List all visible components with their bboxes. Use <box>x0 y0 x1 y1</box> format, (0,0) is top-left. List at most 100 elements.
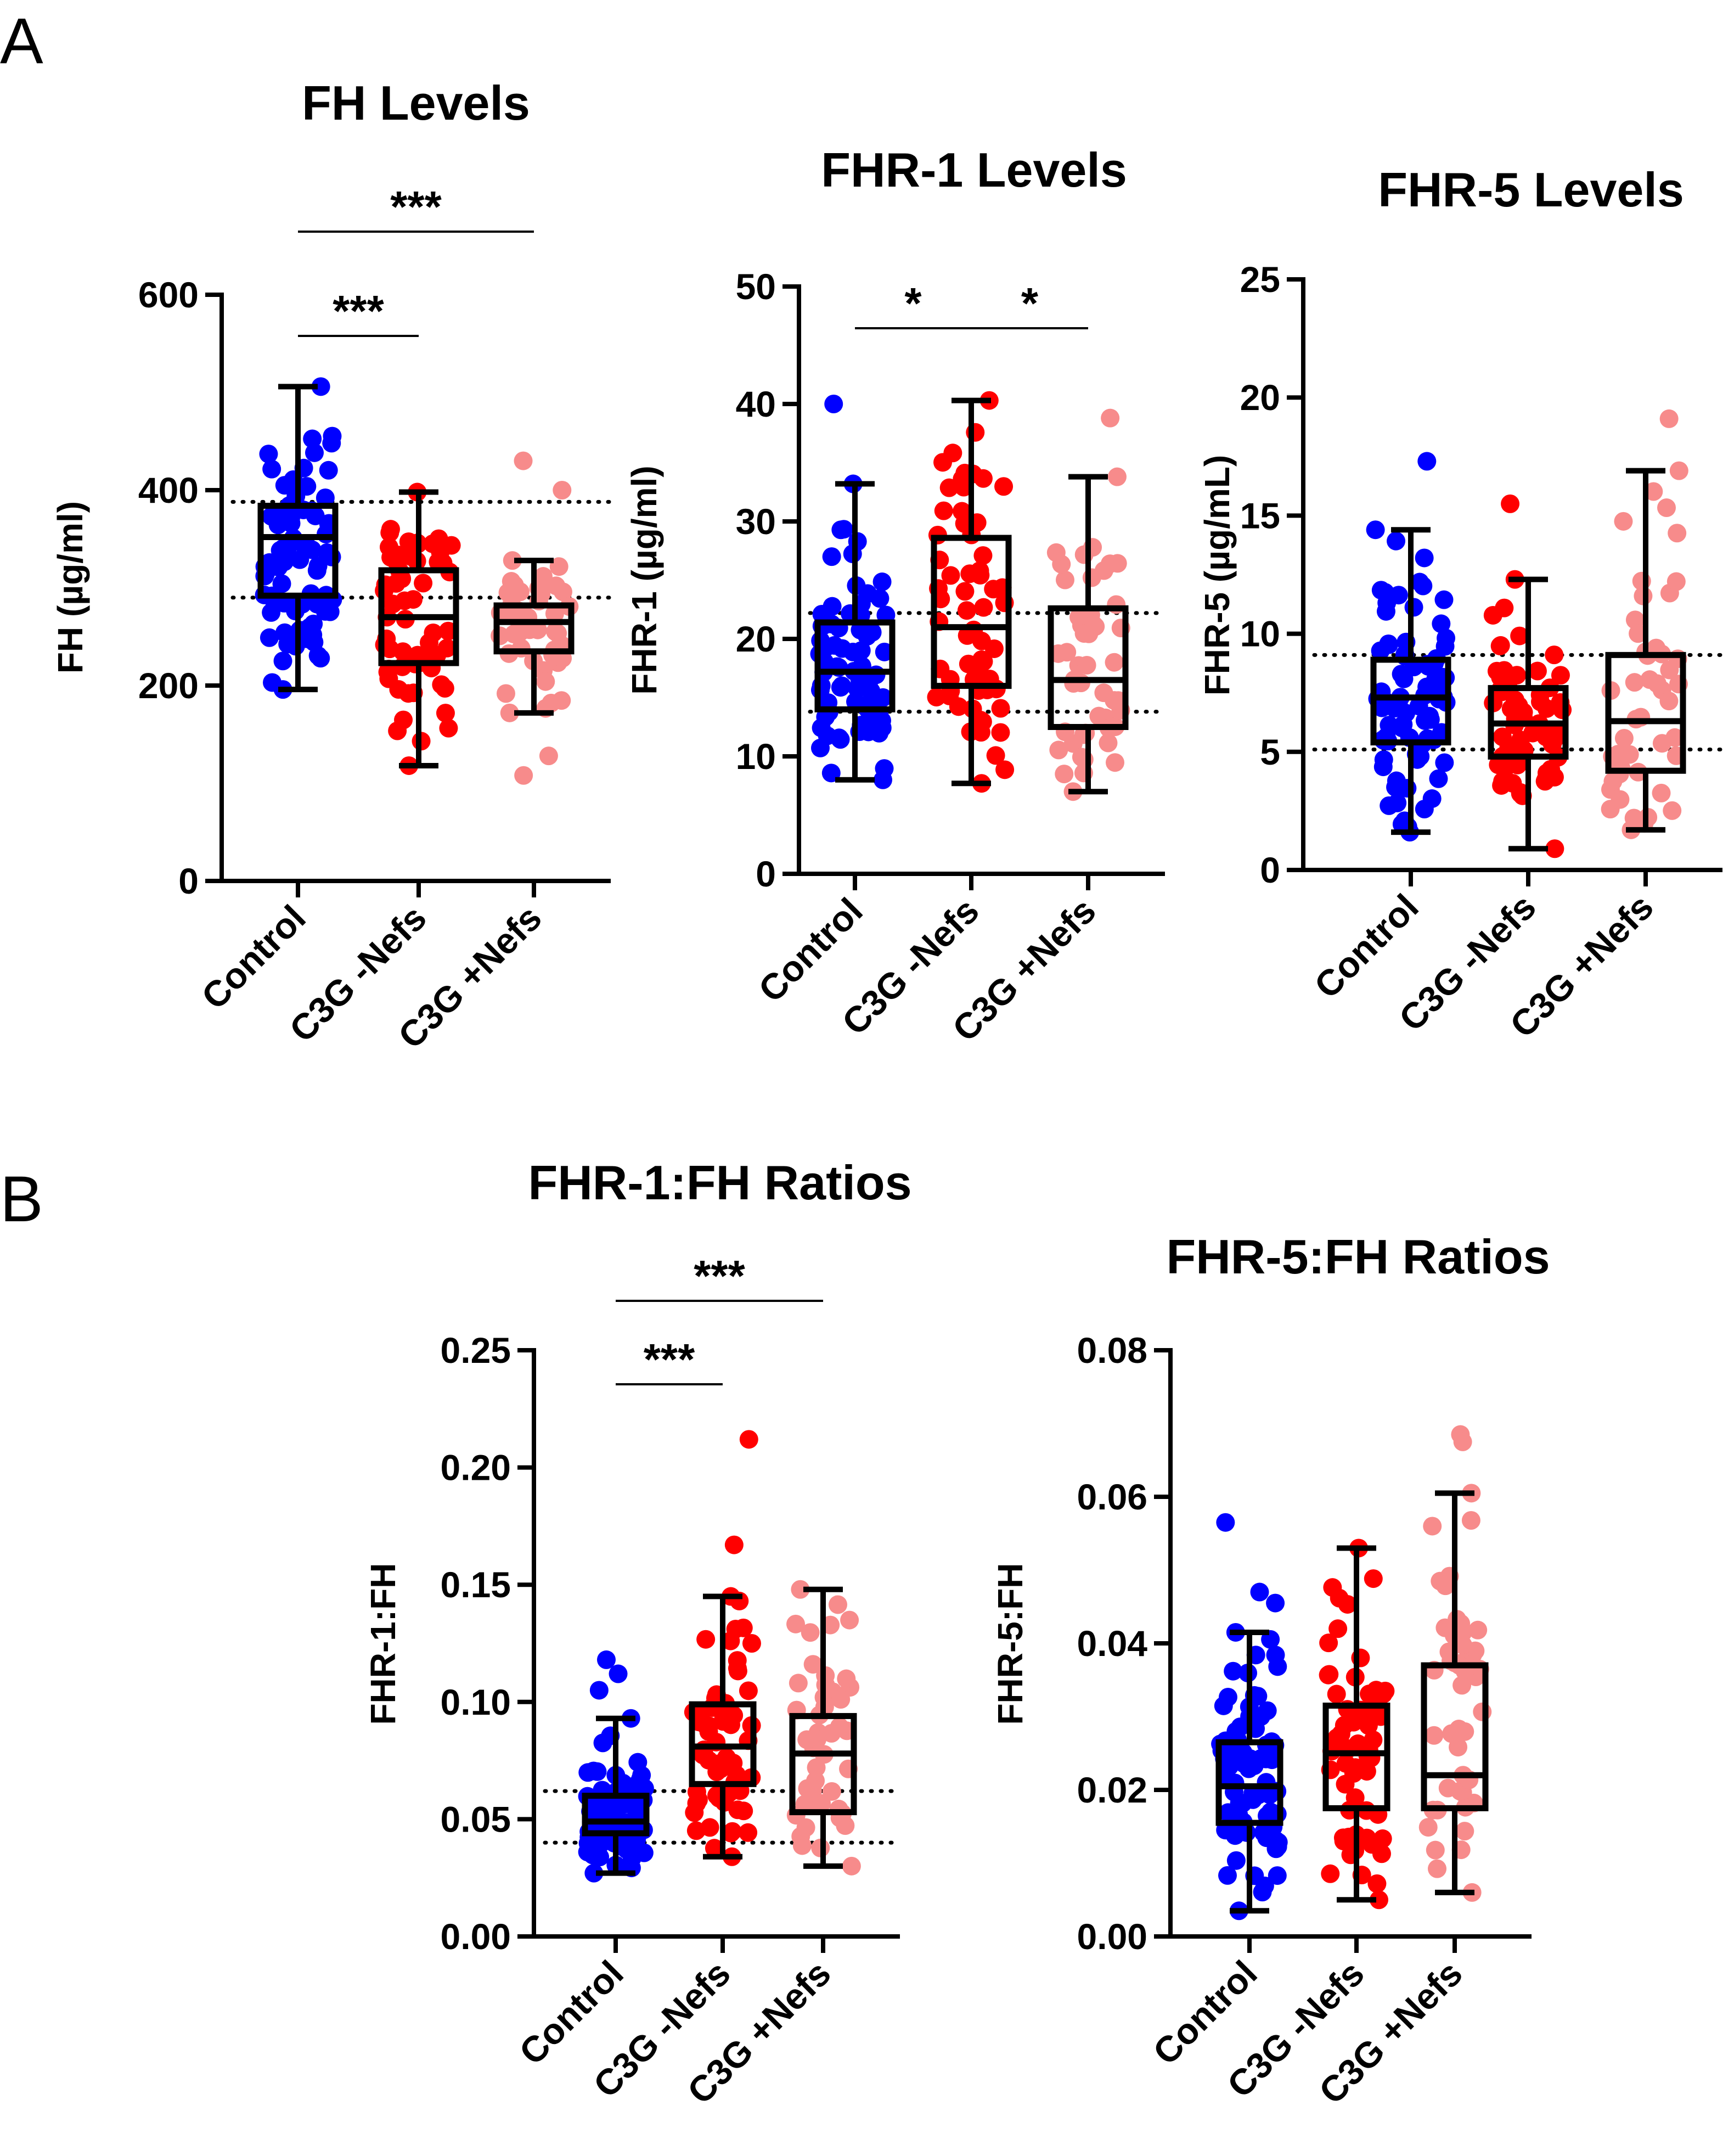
data-point <box>1437 628 1456 648</box>
data-point <box>798 1779 817 1798</box>
data-point <box>801 1623 820 1642</box>
data-point <box>588 1762 607 1781</box>
data-point <box>306 506 325 525</box>
data-point <box>514 766 533 785</box>
data-point <box>1422 789 1442 808</box>
data-point <box>705 1839 724 1858</box>
y-tick-label: 400 <box>138 470 199 510</box>
data-point <box>381 520 400 539</box>
significance-label: *** <box>390 182 442 231</box>
data-point <box>274 538 293 558</box>
data-point <box>1453 1432 1472 1451</box>
data-point <box>1415 548 1434 568</box>
data-point <box>830 1717 849 1736</box>
data-point <box>275 623 294 642</box>
data-point <box>1553 700 1572 720</box>
data-point <box>1397 704 1416 723</box>
chart-title: FH Levels <box>302 76 530 130</box>
data-point <box>943 443 962 463</box>
data-point <box>848 679 867 698</box>
data-point <box>843 642 863 661</box>
y-tick-label: 0 <box>178 861 199 901</box>
data-point <box>311 377 330 396</box>
data-point <box>1493 772 1512 791</box>
data-point <box>1601 800 1620 819</box>
data-point <box>1614 512 1633 531</box>
data-point <box>693 1745 712 1765</box>
data-point <box>1346 1758 1365 1777</box>
data-point <box>791 1827 810 1846</box>
data-point <box>1108 554 1127 573</box>
data-point <box>1319 1665 1338 1685</box>
data-point <box>791 1580 810 1599</box>
data-point <box>308 646 328 665</box>
data-point <box>1644 482 1663 501</box>
data-point <box>1428 1859 1447 1878</box>
data-point <box>739 1430 758 1449</box>
chart-title: FHR-1:FH Ratios <box>528 1155 911 1210</box>
data-point <box>1663 801 1682 820</box>
data-point <box>734 1801 753 1821</box>
data-point <box>1659 692 1679 711</box>
data-point <box>739 1823 758 1842</box>
box <box>1215 1739 1283 1826</box>
data-point <box>436 704 455 723</box>
data-point <box>1659 409 1679 428</box>
data-point <box>973 469 993 488</box>
box <box>257 502 339 599</box>
data-point <box>987 680 1006 699</box>
data-point <box>1389 586 1408 605</box>
data-point <box>634 1843 654 1862</box>
data-point <box>1327 1685 1346 1704</box>
data-point <box>491 626 510 645</box>
data-point <box>1418 1818 1438 1837</box>
data-point <box>1046 543 1066 562</box>
data-point <box>842 1856 861 1876</box>
data-point <box>1363 1835 1382 1854</box>
data-point <box>941 566 960 585</box>
data-point <box>1435 753 1454 772</box>
data-point <box>1528 661 1547 681</box>
data-point <box>1366 520 1385 540</box>
box <box>789 1713 857 1816</box>
data-point <box>1323 1578 1342 1597</box>
data-point <box>1225 1773 1245 1793</box>
data-point <box>1214 1696 1233 1715</box>
data-point <box>1336 1775 1355 1794</box>
data-point <box>275 476 294 495</box>
y-tick-label: 20 <box>1240 377 1280 418</box>
data-point <box>1490 636 1510 655</box>
data-point <box>547 576 566 596</box>
data-point <box>1328 1619 1348 1638</box>
data-point <box>973 546 993 565</box>
data-point <box>927 688 946 707</box>
data-point <box>1629 624 1648 643</box>
data-point <box>1442 1724 1461 1743</box>
data-point <box>1620 745 1639 764</box>
data-point <box>957 601 976 620</box>
data-point <box>528 620 547 639</box>
data-point <box>1461 1511 1480 1530</box>
chart-title: FHR-5 Levels <box>1378 162 1684 217</box>
data-point <box>824 395 843 413</box>
data-point <box>721 1823 740 1843</box>
data-point <box>1218 1803 1237 1822</box>
data-point <box>378 662 397 682</box>
data-point <box>862 690 881 709</box>
y-tick-label: 10 <box>736 736 776 777</box>
data-point <box>395 591 414 610</box>
data-point <box>1364 1569 1383 1588</box>
y-axis-label: FHR-1:FH <box>363 1563 403 1725</box>
data-point <box>1531 692 1550 711</box>
data-point <box>388 721 407 740</box>
data-point <box>808 1730 827 1749</box>
data-point <box>1625 673 1644 692</box>
y-tick-label: 0.02 <box>1077 1770 1147 1810</box>
data-point <box>991 723 1010 742</box>
data-point <box>974 598 993 617</box>
data-point <box>1099 733 1118 753</box>
data-point <box>1668 524 1687 543</box>
data-point <box>589 1681 609 1700</box>
data-point <box>840 1610 859 1630</box>
data-point <box>1414 576 1433 596</box>
